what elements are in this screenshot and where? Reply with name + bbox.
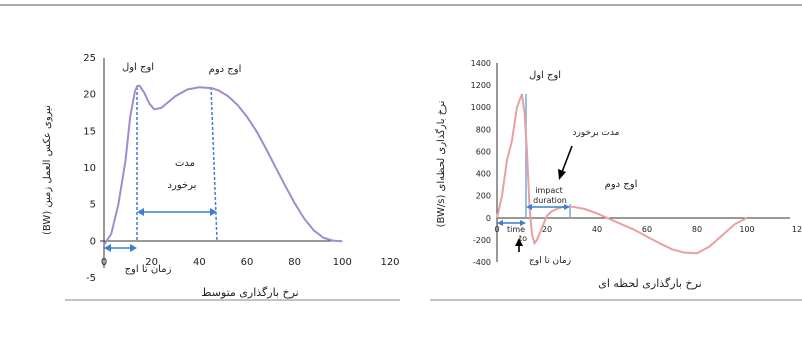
y-tick-label: 25	[83, 53, 96, 64]
y-tick-label: 20	[83, 90, 96, 101]
left-impact-label-1: مدت	[175, 158, 195, 169]
y-tick-label: 10	[83, 163, 96, 174]
right-impact-pointer-arrowhead	[558, 169, 566, 180]
y-tick-label: -5	[86, 273, 96, 284]
y-tick-label: 1200	[471, 81, 491, 90]
left-impact-label-2: برخورد	[168, 180, 197, 191]
y-tick-label: -400	[473, 258, 491, 267]
x-tick-label: 100	[333, 257, 352, 268]
left-chart: -5 0 5 10 15 20 25 0 20 40 60 80 100 120 اوج اول اوج…	[42, 53, 400, 299]
left-peak1-label: اوج اول	[122, 62, 154, 73]
y-tick-label: 0	[486, 214, 491, 223]
right-time-en-label-2: to	[519, 234, 527, 243]
right-impact-pointer-arrow	[561, 145, 573, 173]
left-x-axis-title: نرخ بارگذاری متوسط	[201, 286, 299, 299]
right-impact-arrowhead-right	[564, 204, 570, 210]
right-time-en-label-1: time	[507, 225, 525, 234]
right-y-tick-labels: -400 -200 0 200 400 600 800 1000 1200 1400	[471, 59, 491, 267]
right-impact-arrowhead-left	[526, 204, 532, 210]
right-time-to-peak-label: زمان تا اوج	[529, 256, 571, 266]
right-series-line	[496, 93, 748, 255]
left-y-tick-labels: -5 0 5 10 15 20 25	[83, 53, 96, 284]
x-tick-label: 60	[642, 225, 652, 234]
x-tick-label: 40	[592, 225, 602, 234]
left-y-axis-title: نیروی عکس العمل زمین (BW)	[42, 105, 53, 235]
y-tick-label: -200	[473, 236, 491, 245]
right-time-arrowhead-left	[497, 220, 503, 226]
right-impact-duration-fa-label: مدت برخورد	[573, 128, 620, 138]
x-tick-label: 80	[692, 225, 702, 234]
left-peak2-label: اوج دوم	[209, 64, 242, 75]
right-peak2-label: اوج دوم	[605, 179, 638, 190]
left-peak2-dashed-marker	[210, 86, 218, 242]
y-tick-label: 5	[90, 200, 96, 211]
right-peak1-label: اوج اول	[529, 70, 561, 81]
y-tick-label: 800	[476, 125, 491, 134]
right-x-axis-title: نرخ بارگذاری لحظه ای	[598, 277, 701, 290]
y-tick-label: 600	[476, 147, 491, 156]
y-tick-label: 1400	[471, 59, 491, 68]
x-tick-label: 100	[739, 225, 754, 234]
right-time-arrowhead-right	[520, 220, 526, 226]
left-time-arrowhead-right	[130, 244, 137, 252]
left-impact-arrowhead-left	[137, 208, 144, 216]
x-tick-label: 20	[145, 257, 158, 268]
right-y-axis-title: نرخ بارگذاری لحظه‌ای (BW/s)	[435, 101, 447, 228]
left-time-arrowhead-left	[104, 244, 111, 252]
left-time-to-peak-label: زمان تا اوج	[125, 264, 172, 275]
left-series-line	[103, 84, 343, 246]
x-tick-label: 60	[241, 257, 254, 268]
left-impact-arrowhead-right	[210, 208, 217, 216]
y-tick-label: 1000	[471, 103, 491, 112]
x-tick-label: 12	[792, 225, 802, 234]
x-tick-label: 20	[542, 225, 552, 234]
x-tick-label: 80	[288, 257, 301, 268]
right-time-pointer-arrowhead	[515, 238, 523, 246]
y-tick-label: 0	[90, 236, 96, 247]
y-tick-label: 200	[476, 192, 491, 201]
y-tick-label: 400	[476, 170, 491, 179]
x-tick-label: 40	[193, 257, 206, 268]
right-impact-en-label-2: duration	[533, 196, 567, 205]
right-impact-en-label-1: impact	[535, 186, 563, 195]
x-tick-label: 120	[380, 257, 399, 268]
right-chart: -400 -200 0 200 400 600 800 1000 1200 1400 0 20 40 6…	[435, 59, 802, 290]
y-tick-label: 15	[83, 126, 96, 137]
